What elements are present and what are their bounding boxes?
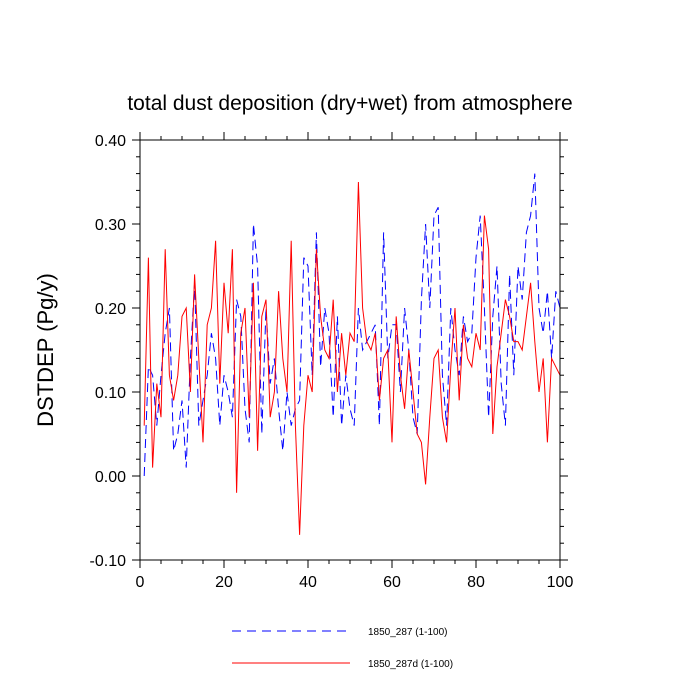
legend-label-series-2: 1850_287d (1-100) (368, 659, 453, 670)
x-tick-label: 40 (299, 574, 317, 591)
y-tick-label: 0.20 (95, 301, 126, 318)
chart-title: total dust deposition (dry+wet) from atm… (127, 92, 572, 115)
series-lines (143, 173, 561, 535)
y-tick-label: 0.00 (95, 469, 126, 486)
y-axis-label: DSTDEP (Pg/y) (33, 273, 58, 427)
series-line-1 (143, 173, 561, 477)
legend-label-series-1: 1850_287 (1-100) (368, 627, 448, 638)
axis-ticks: 0 20 40 60 80 100 -0.10 0.00 0.10 0.20 0.30 0.40 (90, 132, 574, 591)
x-tick-label: 60 (383, 574, 401, 591)
x-tick-label: 0 (136, 574, 145, 591)
y-tick-label: 0.30 (95, 217, 126, 234)
series-line-2 (143, 181, 561, 535)
x-tick-label: 100 (547, 574, 574, 591)
y-tick-label: 0.40 (95, 133, 126, 150)
legend: 1850_287 (1-100) 1850_287d (1-100) (232, 627, 453, 670)
x-tick-label: 80 (467, 574, 485, 591)
y-tick-label: 0.10 (95, 385, 126, 402)
plot-frame (139, 139, 561, 561)
y-tick-label: -0.10 (90, 553, 127, 570)
x-tick-label: 20 (215, 574, 233, 591)
